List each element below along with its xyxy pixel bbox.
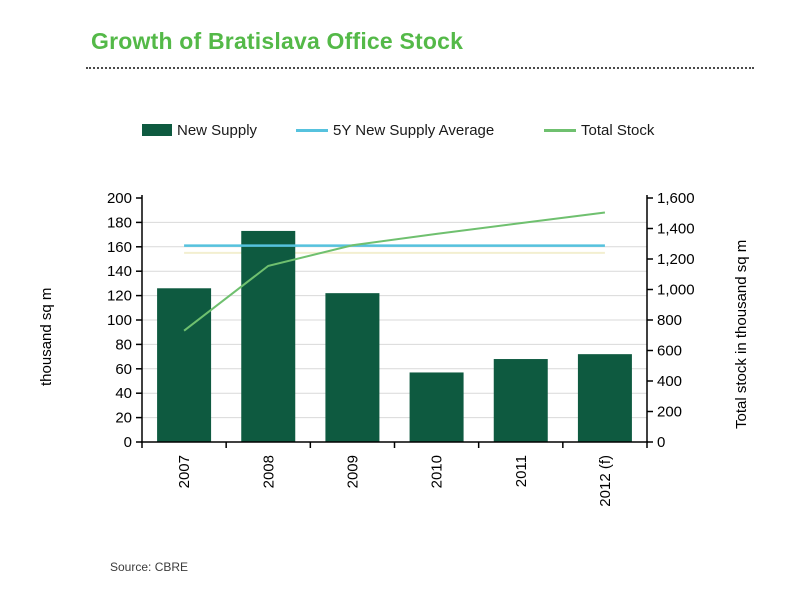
total-stock-line [183, 211, 606, 332]
legend-label-total-stock: Total Stock [581, 121, 655, 139]
legend-label-new-supply: New Supply [177, 121, 258, 139]
bar-2008 [241, 230, 296, 442]
source-note: Source: CBRE [110, 560, 189, 574]
left-tick-label: 100 [107, 312, 132, 329]
left-tick-label: 180 [107, 214, 132, 231]
bar-2010 [409, 372, 464, 442]
right-tick-label: 1,400 [657, 221, 695, 238]
new-supply-swatch-icon [142, 124, 172, 136]
left-tick-label: 80 [115, 336, 132, 353]
legend-item-total-stock: Total Stock [544, 121, 654, 139]
right-tick-label: 1,200 [657, 251, 695, 268]
left-axis-title: thousand sq m [38, 287, 55, 387]
x-label-2009: 2009 [344, 455, 361, 488]
left-tick-label: 120 [107, 288, 132, 305]
legend-label-avg: 5Y New Supply Average [333, 121, 495, 139]
left-tick-label: 20 [115, 410, 132, 427]
legend-item-new-supply: New Supply [142, 121, 257, 139]
bar-2007 [157, 288, 212, 442]
x-label-2008: 2008 [260, 455, 277, 488]
right-tick-label: 200 [657, 404, 682, 421]
total-stock-swatch-icon [544, 128, 576, 132]
bar-2009 [325, 293, 380, 442]
x-label-2007: 2007 [176, 455, 193, 488]
right-tick-label: 400 [657, 373, 682, 390]
right-axis-title: Total stock in thousand sq m [733, 239, 750, 429]
left-tick-label: 200 [107, 190, 132, 207]
x-label-2011: 2011 [513, 455, 530, 487]
bar-2012 (f) [577, 354, 632, 442]
chart-title: Growth of Bratislava Office Stock [91, 28, 464, 54]
bar-2011 [493, 359, 548, 442]
right-tick-label: 0 [657, 434, 665, 451]
x-label-2010: 2010 [429, 455, 446, 488]
left-tick-label: 140 [107, 263, 132, 280]
legend-item-avg: 5Y New Supply Average [296, 121, 494, 139]
avg-line-swatch-icon [296, 128, 328, 132]
right-tick-label: 800 [657, 312, 682, 329]
x-label-2012 (f): 2012 (f) [597, 455, 614, 507]
left-tick-label: 0 [124, 434, 132, 451]
dotted-separator [86, 67, 754, 69]
right-tick-label: 600 [657, 343, 682, 360]
left-tick-label: 40 [115, 385, 132, 402]
left-tick-label: 160 [107, 239, 132, 256]
right-tick-label: 1,600 [657, 190, 695, 207]
right-tick-label: 1,000 [657, 282, 695, 299]
left-tick-label: 60 [115, 361, 132, 378]
